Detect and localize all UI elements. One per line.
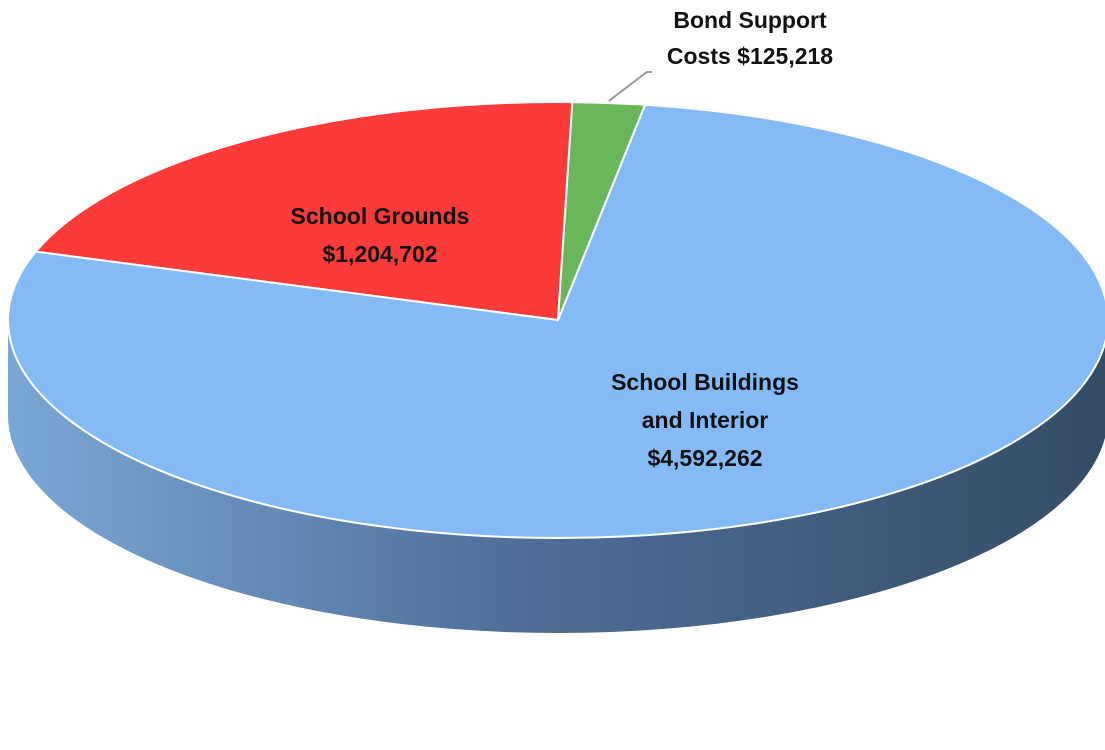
slice-school-buildings [7, 103, 1105, 539]
slice-bond-support [557, 101, 647, 321]
label-bond-support-line-2: Costs $125,218 [667, 43, 833, 69]
label-school-grounds: School Grounds $1,204,702 [291, 203, 470, 267]
pie-side-wall [8, 320, 1105, 633]
label-school-buildings-line-2: and Interior [642, 407, 769, 433]
label-school-buildings-line-3: $4,592,262 [647, 445, 762, 471]
label-school-grounds-line-1: School Grounds [291, 203, 470, 229]
label-school-buildings: School Buildings and Interior $4,592,262 [611, 369, 799, 471]
label-school-buildings-line-1: School Buildings [611, 369, 799, 395]
label-bond-support: Bond Support Costs $125,218 [667, 7, 833, 69]
label-bond-support-line-1: Bond Support [673, 7, 827, 33]
slice-school-grounds [33, 101, 574, 322]
bond-support-leader-line [608, 71, 652, 102]
label-school-grounds-line-2: $1,204,702 [322, 241, 437, 267]
